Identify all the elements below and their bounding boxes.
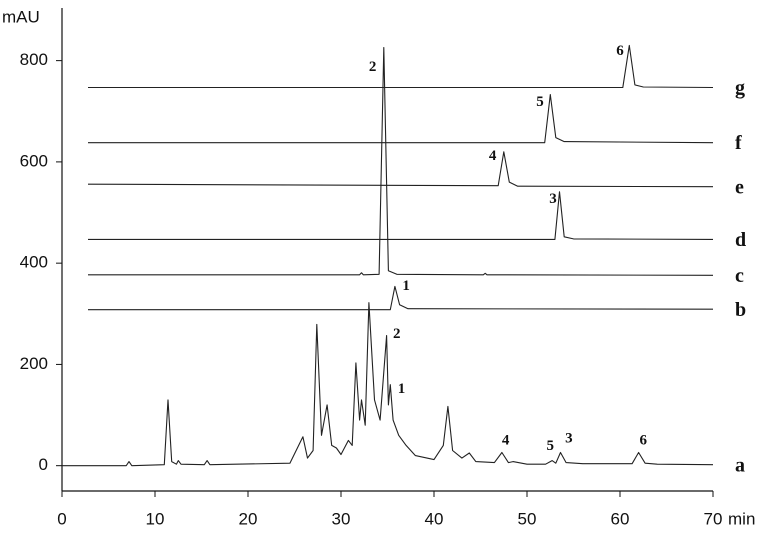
trace: [88, 94, 714, 144]
trace: [88, 44, 714, 89]
peak-label: 5: [547, 438, 555, 454]
x-tick-label: 60: [611, 509, 630, 528]
x-tick-label: 50: [518, 509, 537, 528]
peak-label: 6: [640, 432, 648, 448]
peak-label: 3: [565, 430, 573, 446]
series-label: c: [735, 265, 744, 287]
series-label: d: [735, 229, 746, 251]
series-label: b: [735, 299, 746, 321]
trace: [88, 46, 714, 276]
x-tick-label: 30: [332, 509, 351, 528]
peak-label: 6: [616, 43, 624, 59]
y-axis-label: mAU: [2, 7, 40, 26]
peak-label: 2: [369, 59, 377, 75]
x-tick-label: 40: [425, 509, 444, 528]
y-tick-label: 0: [39, 455, 48, 474]
trace: [88, 191, 714, 240]
x-tick-label: 70: [704, 509, 723, 528]
trace: [88, 285, 714, 311]
peak-label: 1: [402, 278, 410, 294]
peak-label: 2: [393, 326, 401, 342]
series-label: g: [735, 77, 745, 99]
y-tick-label: 800: [20, 50, 48, 69]
x-axis-label: min: [728, 509, 755, 528]
series-label: e: [735, 176, 744, 198]
series-label: f: [735, 132, 742, 154]
trace: [62, 302, 714, 467]
series-label: a: [735, 454, 745, 476]
x-tick-label: 20: [239, 509, 258, 528]
y-tick-label: 400: [20, 253, 48, 272]
y-tick-label: 200: [20, 354, 48, 373]
peak-label: 5: [536, 94, 544, 110]
x-tick-label: 0: [57, 509, 66, 528]
peak-label: 4: [502, 432, 510, 448]
trace: [87, 151, 714, 188]
peak-label: 1: [398, 381, 406, 397]
peak-label: 3: [549, 191, 557, 207]
peak-label: 4: [489, 148, 497, 164]
x-tick-label: 10: [146, 509, 165, 528]
y-tick-label: 600: [20, 151, 48, 170]
